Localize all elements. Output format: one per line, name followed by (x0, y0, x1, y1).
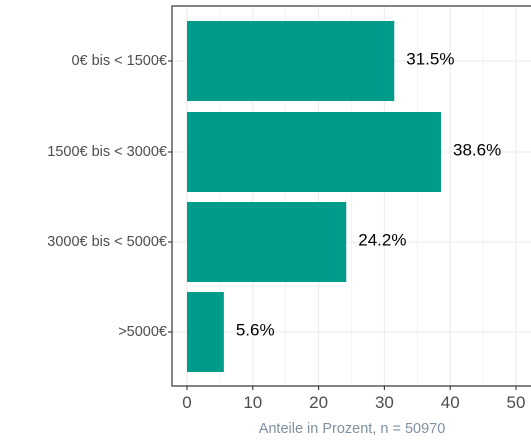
bar-1 (187, 21, 395, 101)
y-tick-label: 3000€ bis < 5000€ (47, 234, 167, 250)
x-axis-title: Anteile in Prozent, n = 50970 (259, 421, 446, 437)
bar-2 (187, 112, 441, 192)
x-tick-label: 10 (243, 393, 262, 412)
x-tick-label: 20 (309, 393, 328, 412)
x-tick-label: 40 (441, 393, 460, 412)
data-label: 38.6% (453, 140, 501, 159)
x-tick-label: 0 (182, 393, 191, 412)
y-tick-label: 1500€ bis < 3000€ (47, 144, 167, 160)
bar-4 (187, 292, 224, 372)
panel-border (171, 5, 531, 387)
data-label: 5.6% (236, 320, 275, 339)
x-tick-label: 50 (507, 393, 526, 412)
data-label: 31.5% (406, 49, 454, 68)
y-tick-label: >5000€ (118, 324, 167, 340)
y-tick-label: 0€ bis < 1500€ (71, 53, 167, 69)
data-label: 24.2% (358, 230, 406, 249)
x-tick-label: 30 (375, 393, 394, 412)
bar-3 (187, 202, 347, 282)
